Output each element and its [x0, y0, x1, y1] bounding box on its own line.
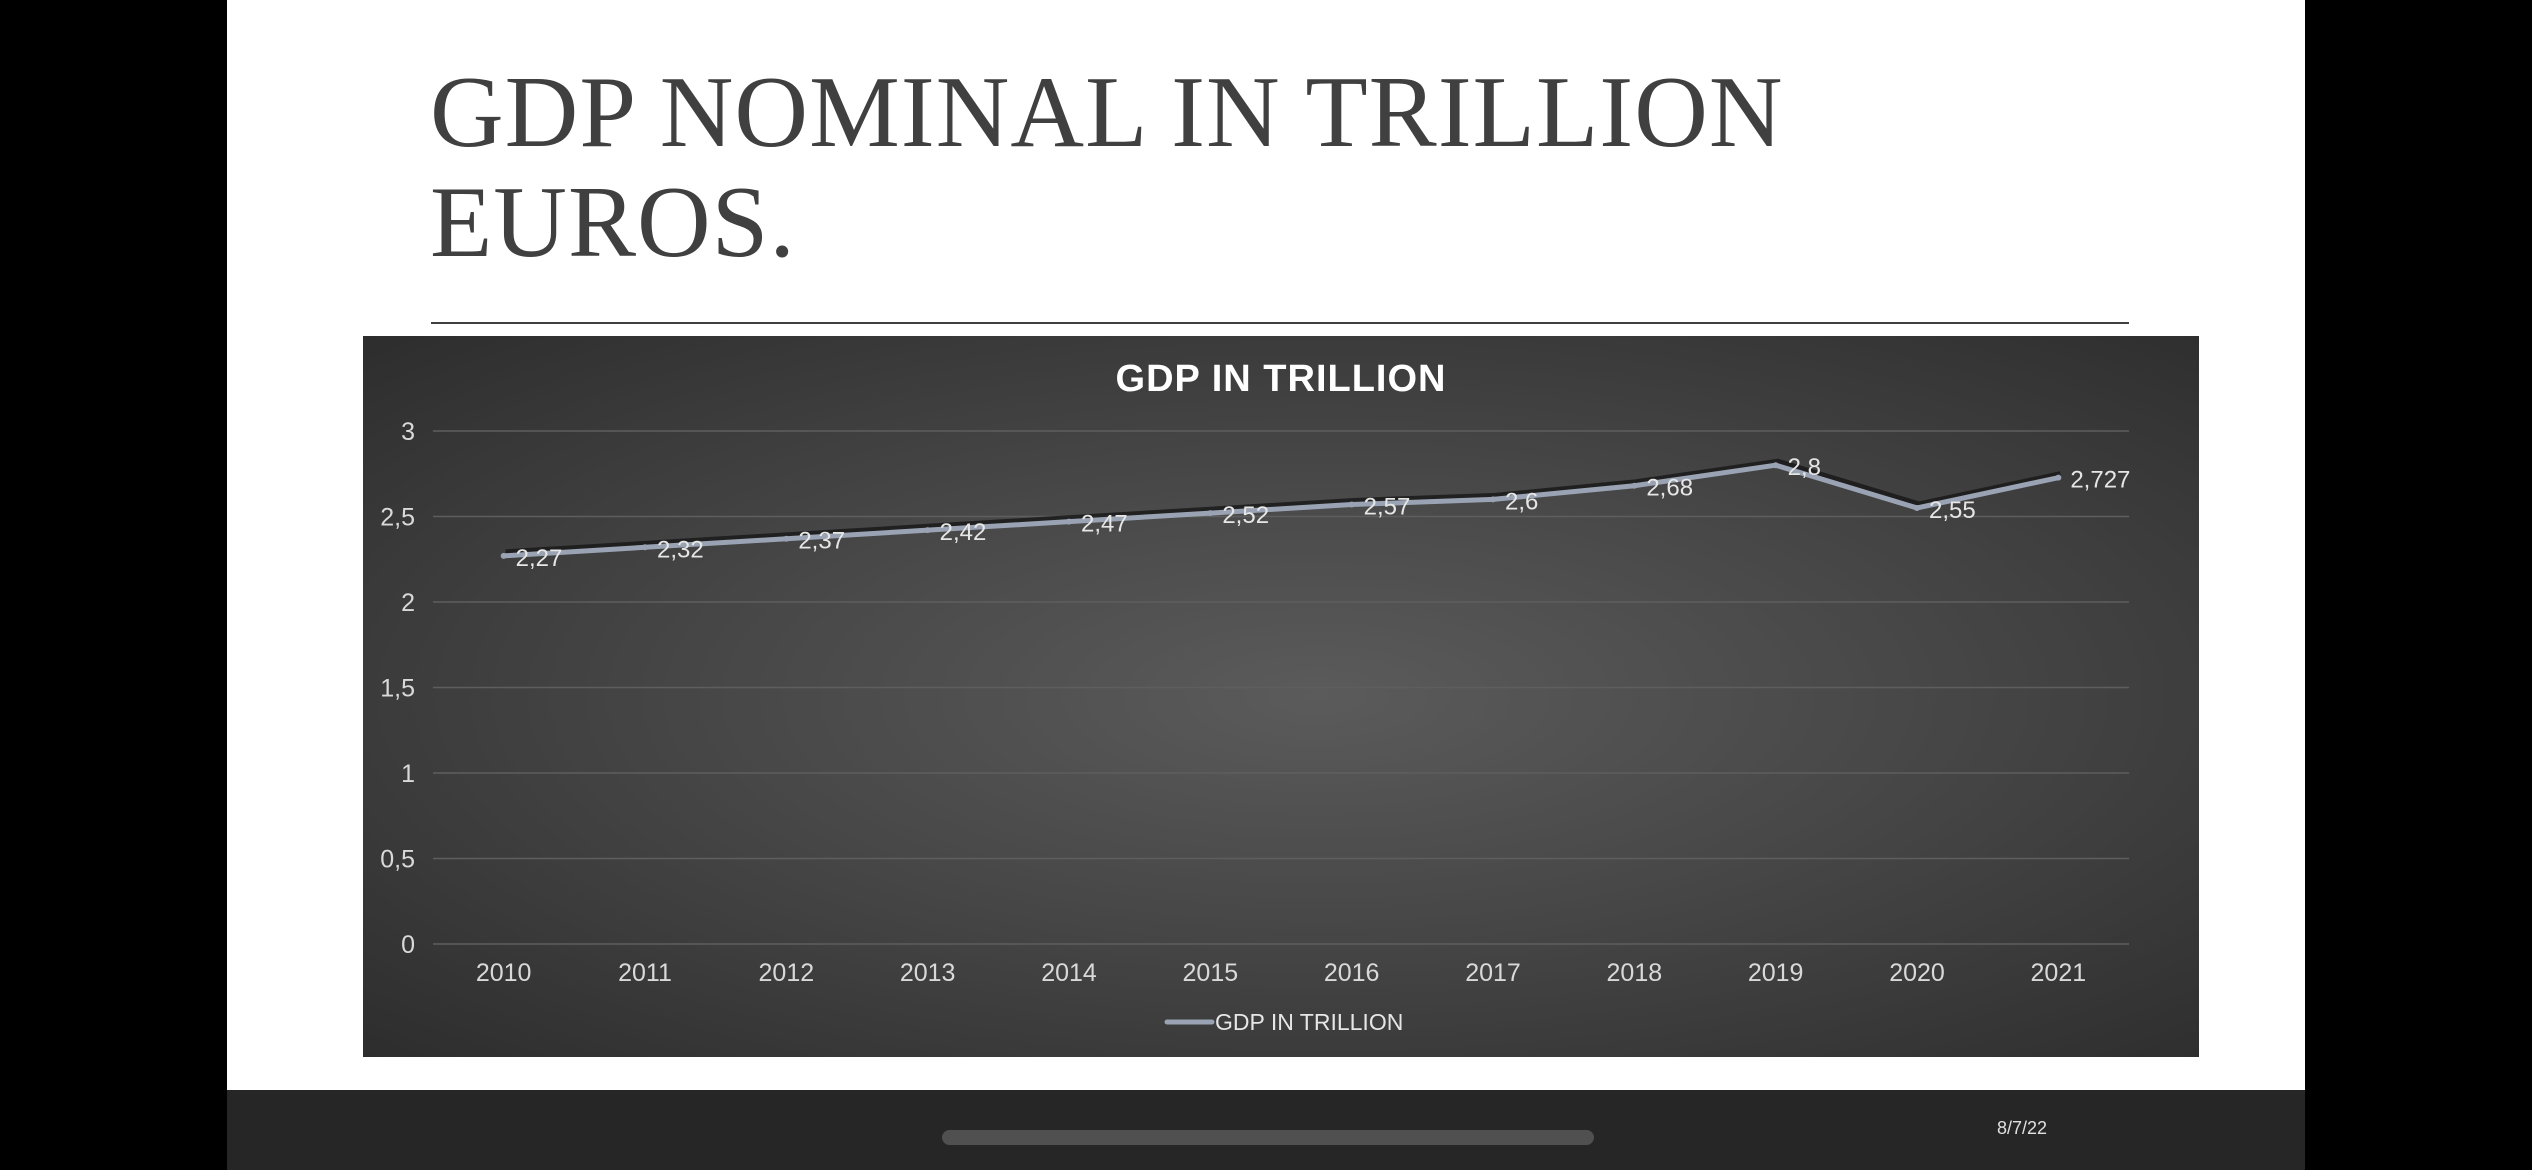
x-tick-label: 2021: [2031, 959, 2087, 987]
data-label: 2,27: [516, 545, 563, 572]
gridlines: [433, 430, 2129, 945]
y-tick-label: 1: [401, 760, 415, 788]
chart-title: GDP IN TRILLION: [1116, 358, 1447, 400]
bottom-toolbar: 8/7/22: [227, 1090, 2305, 1170]
legend: GDP IN TRILLION: [1164, 1009, 1403, 1035]
slide-title: GDP NOMINAL IN TRILLION EUROS.: [430, 56, 1784, 279]
x-tick-label: 2013: [900, 959, 956, 987]
data-point: [2055, 474, 2062, 481]
x-tick-label: 2015: [1183, 959, 1239, 987]
x-tick-label: 2011: [618, 959, 672, 987]
data-label: 2,52: [1222, 502, 1269, 529]
slide-date: 8/7/22: [1997, 1118, 2048, 1138]
line-chart: GDP IN TRILLION 00,511,522,53 2010 2011 20…: [380, 358, 2131, 1035]
data-point: [642, 544, 648, 551]
series-line-shadow: [505, 458, 2061, 555]
data-point: [1066, 518, 1072, 525]
data-label: 2,55: [1929, 497, 1976, 524]
data-point: [1631, 482, 1638, 489]
x-tick-label: 2020: [1889, 959, 1945, 987]
legend-label: GDP IN TRILLION: [1215, 1009, 1403, 1035]
x-tick-label: 2016: [1324, 959, 1380, 987]
slide: GDP NOMINAL IN TRILLION EUROS. GDP IN TR…: [227, 0, 2305, 1090]
x-axis-ticks: 2010 2011 2012 2013 2014 2015 2016 2017 2018 2019…: [476, 959, 2086, 987]
chart-panel: GDP IN TRILLION 0 0,5 1 1,5 2 2,5 3 2010 2011 20…: [363, 336, 2199, 1057]
y-tick-label: 2: [401, 589, 415, 617]
y-tick-label: 3: [401, 418, 415, 446]
y-tick-label: 0: [401, 931, 415, 959]
title-divider: [431, 322, 2129, 324]
data-label: 2,68: [1646, 475, 1693, 502]
x-tick-label: 2014: [1041, 959, 1097, 987]
data-point: [1490, 496, 1496, 503]
x-tick-label: 2010: [476, 959, 532, 987]
y-tick-label: 1,5: [380, 675, 415, 703]
y-tick-label: 0,5: [380, 846, 415, 874]
x-tick-label: 2018: [1607, 959, 1663, 987]
data-point: [924, 527, 931, 534]
right-letterbox: [2305, 0, 2532, 1170]
data-label: 2,47: [1081, 511, 1128, 538]
data-point: [1772, 462, 1779, 469]
data-labels: 2,27 2,32 2,37 2,42 2,47 2,52 2,57 2,6 2,68 2,8 2,…: [516, 454, 2131, 572]
data-point: [500, 552, 507, 559]
data-point: [1348, 501, 1355, 508]
data-label: 2,6: [1505, 488, 1538, 515]
series-line: [501, 462, 2061, 559]
data-label: 2,727: [2070, 467, 2130, 494]
x-tick-label: 2012: [759, 959, 815, 987]
data-point: [1914, 504, 1920, 511]
y-tick-label: 2,5: [380, 504, 415, 532]
x-tick-label: 2017: [1465, 959, 1521, 987]
data-point: [1207, 510, 1214, 517]
left-letterbox: [0, 0, 227, 1170]
data-label: 2,32: [657, 536, 704, 563]
series-layer: [500, 458, 2062, 559]
y-axis-ticks: 0 0,5 1 1,5 2 2,5 3: [380, 418, 415, 959]
data-label: 2,57: [1364, 494, 1411, 521]
data-label: 2,42: [940, 519, 987, 546]
x-tick-label: 2019: [1748, 959, 1804, 987]
data-point: [783, 535, 790, 542]
data-label: 2,8: [1788, 454, 1821, 481]
scrollbar-thumb[interactable]: [942, 1130, 1594, 1145]
data-label: 2,37: [798, 528, 845, 555]
